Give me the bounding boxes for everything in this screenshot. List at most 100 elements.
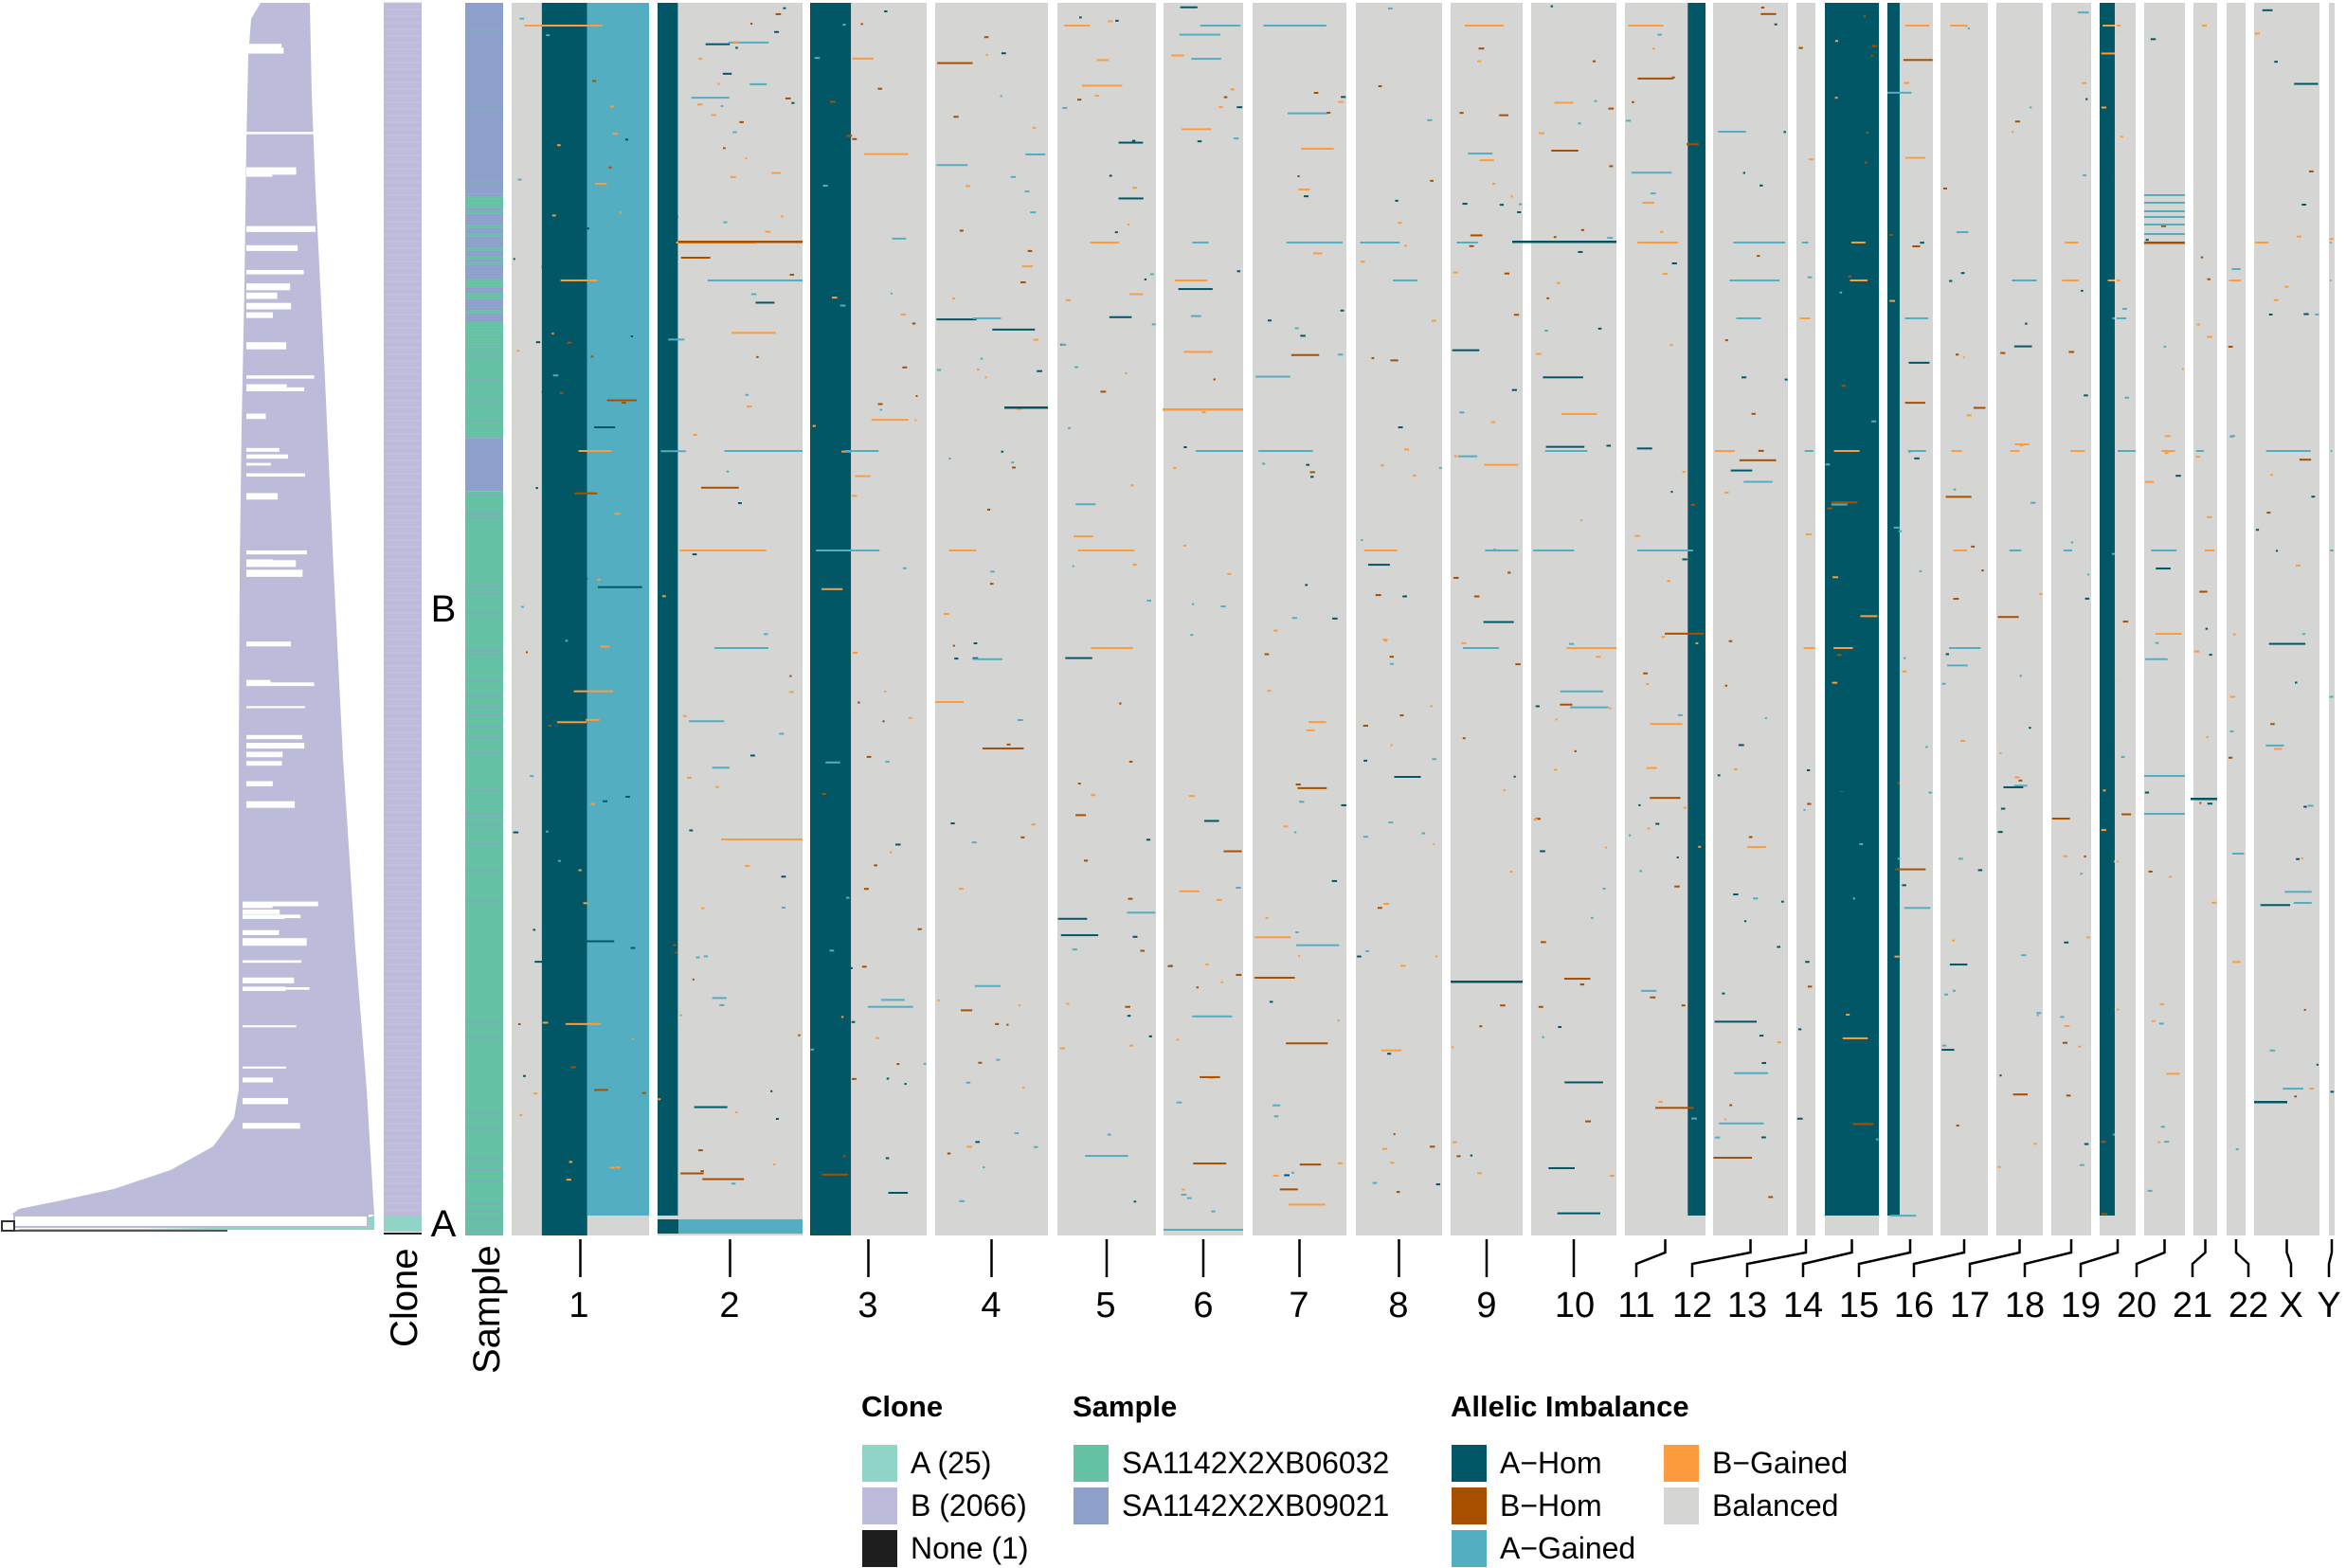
chr-Y-column — [2329, 3, 2335, 1235]
cn-event — [958, 888, 964, 891]
sample-cell — [465, 1021, 503, 1023]
cn-event — [2025, 322, 2028, 325]
cn-event — [1146, 599, 1151, 602]
cn-event — [880, 999, 905, 1001]
cn-event — [1607, 237, 1614, 240]
cn-event — [1967, 27, 1971, 30]
cn-event — [2181, 368, 2184, 370]
chr-9-a-hom-line — [1451, 981, 1523, 983]
cn-event-band — [2229, 279, 2242, 281]
cn-event — [1798, 46, 1803, 49]
cn-event — [1777, 1041, 1781, 1044]
tree-branch-gap — [246, 781, 273, 786]
legend-swatch — [862, 1530, 897, 1567]
sample-cell — [465, 1218, 503, 1220]
cn-event — [2012, 1093, 2029, 1096]
cn-event — [590, 802, 596, 805]
cn-event — [2160, 225, 2167, 227]
cn-event — [2101, 1141, 2106, 1144]
cn-event — [2150, 38, 2157, 41]
cn-event — [1542, 1036, 1544, 1038]
cn-event — [937, 999, 940, 1001]
cn-event — [1127, 224, 1130, 226]
cn-event — [1563, 978, 1591, 981]
cn-event — [2311, 496, 2316, 498]
chr-21-column — [2193, 3, 2217, 1235]
sample-cell — [465, 236, 503, 240]
cn-event — [1031, 823, 1036, 826]
cn-event-band — [1733, 242, 1786, 243]
cn-event — [1459, 112, 1464, 115]
cn-event — [619, 211, 623, 214]
cn-event-band — [2204, 550, 2215, 551]
cn-event — [852, 57, 875, 60]
cn-event — [1435, 955, 1438, 958]
cn-event — [1057, 917, 1088, 920]
cn-event — [2296, 235, 2301, 238]
sample-cell — [465, 420, 503, 422]
cn-event — [664, 770, 670, 773]
cn-event — [1538, 1005, 1543, 1008]
cn-event — [2293, 902, 2312, 905]
cn-event — [605, 1107, 623, 1109]
sample-cell — [465, 250, 503, 254]
cn-event-band — [2107, 279, 2120, 281]
cn-event — [2144, 480, 2155, 483]
sample-cell — [465, 181, 503, 183]
cn-event — [2110, 174, 2117, 177]
sample-cell — [465, 244, 503, 248]
cn-event — [1805, 532, 1812, 535]
cn-event — [1020, 836, 1025, 838]
clone-annotation-track — [384, 2, 422, 1235]
cn-event — [1609, 165, 1614, 168]
sample-block — [465, 438, 503, 492]
legend-label: A−Hom — [1500, 1446, 1602, 1480]
cn-event — [1783, 131, 1786, 134]
cn-event — [2084, 1143, 2089, 1145]
cn-event — [2121, 813, 2132, 816]
cn-event — [1020, 280, 1026, 283]
cn-event-band — [2255, 242, 2269, 243]
cn-event — [1393, 1133, 1396, 1136]
cn-event — [1390, 359, 1399, 362]
cn-event — [2235, 1148, 2239, 1151]
cn-event — [2175, 475, 2181, 478]
cn-event — [1484, 463, 1518, 466]
cn-event — [1299, 1163, 1322, 1166]
cn-event — [774, 30, 780, 33]
cn-event — [1146, 838, 1151, 841]
cn-event — [1125, 371, 1128, 374]
cn-event — [986, 508, 991, 511]
cn-event — [1780, 900, 1784, 903]
cn-event — [691, 97, 730, 99]
cn-event — [2155, 641, 2159, 644]
cn-event — [1362, 836, 1368, 838]
cn-event — [1033, 338, 1039, 341]
cn-event — [1180, 6, 1198, 9]
cn-event — [1897, 782, 1900, 784]
cn-event — [1236, 270, 1241, 273]
cn-event — [667, 634, 671, 637]
cn-event — [630, 164, 635, 167]
cn-event — [1216, 898, 1222, 901]
chr-4-a-hom-line — [1004, 406, 1048, 409]
cn-event — [1997, 1165, 2001, 1168]
cn-event — [1698, 845, 1702, 848]
cn-event — [1946, 664, 1968, 667]
cn-event — [1999, 1074, 2002, 1077]
cn-event — [1608, 707, 1612, 710]
cn-event — [1594, 99, 1597, 102]
cn-event — [1133, 1200, 1137, 1203]
cn-event — [731, 1182, 736, 1185]
cn-event — [541, 390, 548, 393]
tree-branch-gap — [246, 269, 304, 275]
cn-event — [1999, 751, 2002, 754]
cn-event — [1398, 426, 1403, 429]
sample-cell — [465, 276, 503, 279]
cn-event — [1729, 1104, 1733, 1107]
cn-event — [2084, 856, 2086, 858]
cn-event — [798, 1034, 801, 1036]
cn-event-band — [1544, 450, 1588, 452]
cn-event-band — [1464, 25, 1505, 27]
cn-event — [2164, 1141, 2170, 1144]
